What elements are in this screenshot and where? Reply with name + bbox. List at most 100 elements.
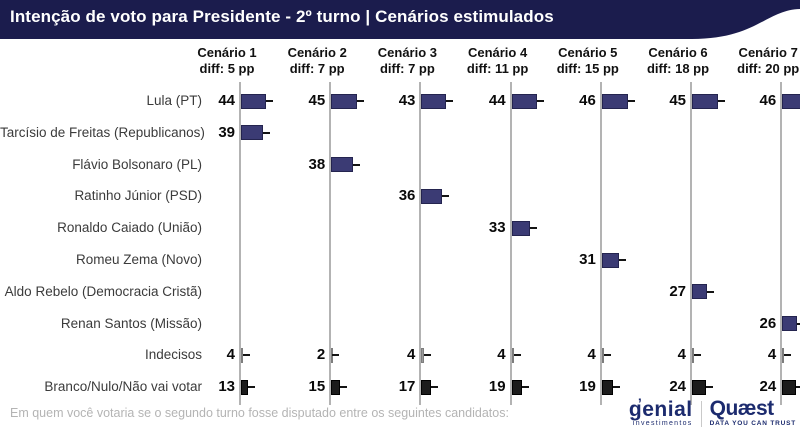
value-label: 4	[497, 346, 506, 364]
row-label: Romeu Zema (Novo)	[75, 252, 202, 267]
row-label: Ronaldo Caiado (União)	[57, 220, 202, 236]
error-whisker	[619, 259, 627, 261]
error-whisker	[263, 131, 271, 134]
genial-logo-subtext: investimentos	[632, 419, 693, 427]
axis-line	[329, 82, 332, 405]
row-label: Tarcísio de Freitas (Republicanos)	[0, 124, 205, 140]
value-label: 15	[308, 378, 326, 396]
bar	[241, 93, 267, 109]
axis-line	[690, 82, 692, 405]
bar	[241, 125, 264, 141]
value-label: 4	[587, 346, 596, 364]
row-label: Flávio Bolsonaro (PL)	[72, 156, 202, 172]
value-label: 4	[226, 346, 235, 364]
value-label: 45	[669, 92, 686, 109]
value-label: 44	[218, 92, 235, 109]
survey-question-text: Em quem você votaria se o segundo turno …	[10, 406, 509, 420]
scenario-header: Cenário 7 diff: 20 pp	[737, 45, 799, 77]
row-label: Ratinho Júnior (PSD)	[74, 188, 202, 204]
row-label: Lula (PT)	[146, 93, 202, 108]
page-title: Intenção de voto para Presidente - 2º tu…	[10, 7, 554, 26]
error-whisker	[248, 386, 256, 389]
value-label: 26	[759, 314, 777, 332]
value-label: 17	[398, 378, 416, 396]
logo-divider	[700, 400, 702, 427]
value-label: 31	[579, 251, 596, 268]
bar	[511, 93, 537, 109]
error-whisker	[536, 100, 544, 102]
error-whisker	[705, 386, 713, 389]
error-whisker	[604, 354, 612, 357]
error-whisker	[628, 100, 636, 102]
bar	[601, 347, 605, 363]
row-label: Aldo Rebelo (Democracia Cristã)	[4, 283, 202, 299]
scenario-diff: diff: 20 pp	[737, 61, 800, 76]
scenario-label: Cenário 2	[287, 45, 347, 60]
bar	[421, 347, 424, 363]
bar	[692, 347, 695, 363]
bar	[331, 93, 357, 109]
scenario-header: Cenário 6 diff: 18 pp	[647, 45, 709, 77]
error-whisker	[522, 386, 530, 389]
value-label: 46	[759, 92, 777, 109]
axis-line	[509, 82, 512, 405]
row-label: Renan Santos (Missão)	[60, 315, 202, 331]
bar	[601, 93, 629, 109]
value-label: 4	[677, 346, 686, 364]
bar	[782, 379, 796, 395]
axis-line	[780, 82, 783, 405]
value-label: 4	[767, 346, 777, 364]
error-whisker	[717, 100, 725, 102]
value-label: 27	[669, 282, 686, 300]
bar	[511, 379, 523, 395]
error-whisker	[441, 195, 449, 198]
scenario-label: Cenário 1	[197, 45, 257, 60]
bar	[421, 93, 446, 109]
error-whisker	[431, 386, 439, 389]
row-label: Branco/Nulo/Não vai votar	[44, 379, 202, 395]
scenario-diff: diff: 18 pp	[646, 61, 710, 76]
bar	[601, 379, 613, 395]
error-whisker	[707, 290, 715, 293]
value-label: 19	[488, 378, 506, 396]
footer-logos: genial investimentos Quæst DATA YOU CAN …	[629, 397, 796, 427]
error-whisker	[795, 386, 800, 389]
bar	[601, 252, 620, 268]
scenario-header: Cenário 4 diff: 11 pp	[467, 45, 528, 77]
bar	[241, 347, 244, 363]
value-label: 46	[579, 92, 596, 109]
error-whisker	[356, 100, 364, 102]
bar	[511, 347, 514, 363]
quaest-logo-text: Quæst	[709, 397, 775, 420]
scenario-label: Cenário 5	[558, 45, 618, 60]
error-whisker	[423, 354, 431, 357]
genial-logo-text: genial	[629, 399, 693, 420]
scenario-header: Cenário 5 diff: 15 pp	[557, 45, 619, 77]
scenario-diff: diff: 7 pp	[379, 61, 435, 76]
axis-line	[239, 82, 241, 405]
bar	[692, 93, 718, 109]
error-whisker	[445, 100, 453, 102]
value-label: 44	[488, 92, 506, 109]
error-whisker	[352, 163, 360, 166]
error-whisker	[243, 354, 251, 357]
scenario-header: Cenário 3 diff: 7 pp	[378, 45, 437, 77]
axis-line	[599, 82, 602, 405]
quaest-logo: Quæst DATA YOU CAN TRUST	[709, 397, 796, 427]
value-label: 24	[669, 378, 686, 396]
value-label: 33	[488, 219, 506, 237]
scenario-label: Cenário 4	[467, 45, 528, 60]
value-label: 45	[308, 92, 326, 109]
error-whisker	[784, 354, 792, 357]
value-label: 38	[308, 155, 326, 173]
scenario-diff: diff: 7 pp	[289, 61, 345, 76]
scenario-label: Cenário 7	[738, 45, 798, 60]
bar	[782, 347, 785, 363]
error-whisker	[513, 354, 521, 357]
bar	[782, 316, 797, 332]
header-bar: Intenção de voto para Presidente - 2º tu…	[0, 0, 800, 40]
scenario-diff: diff: 5 pp	[199, 61, 255, 76]
bar	[421, 379, 432, 395]
scenario-label: Cenário 6	[648, 45, 708, 60]
